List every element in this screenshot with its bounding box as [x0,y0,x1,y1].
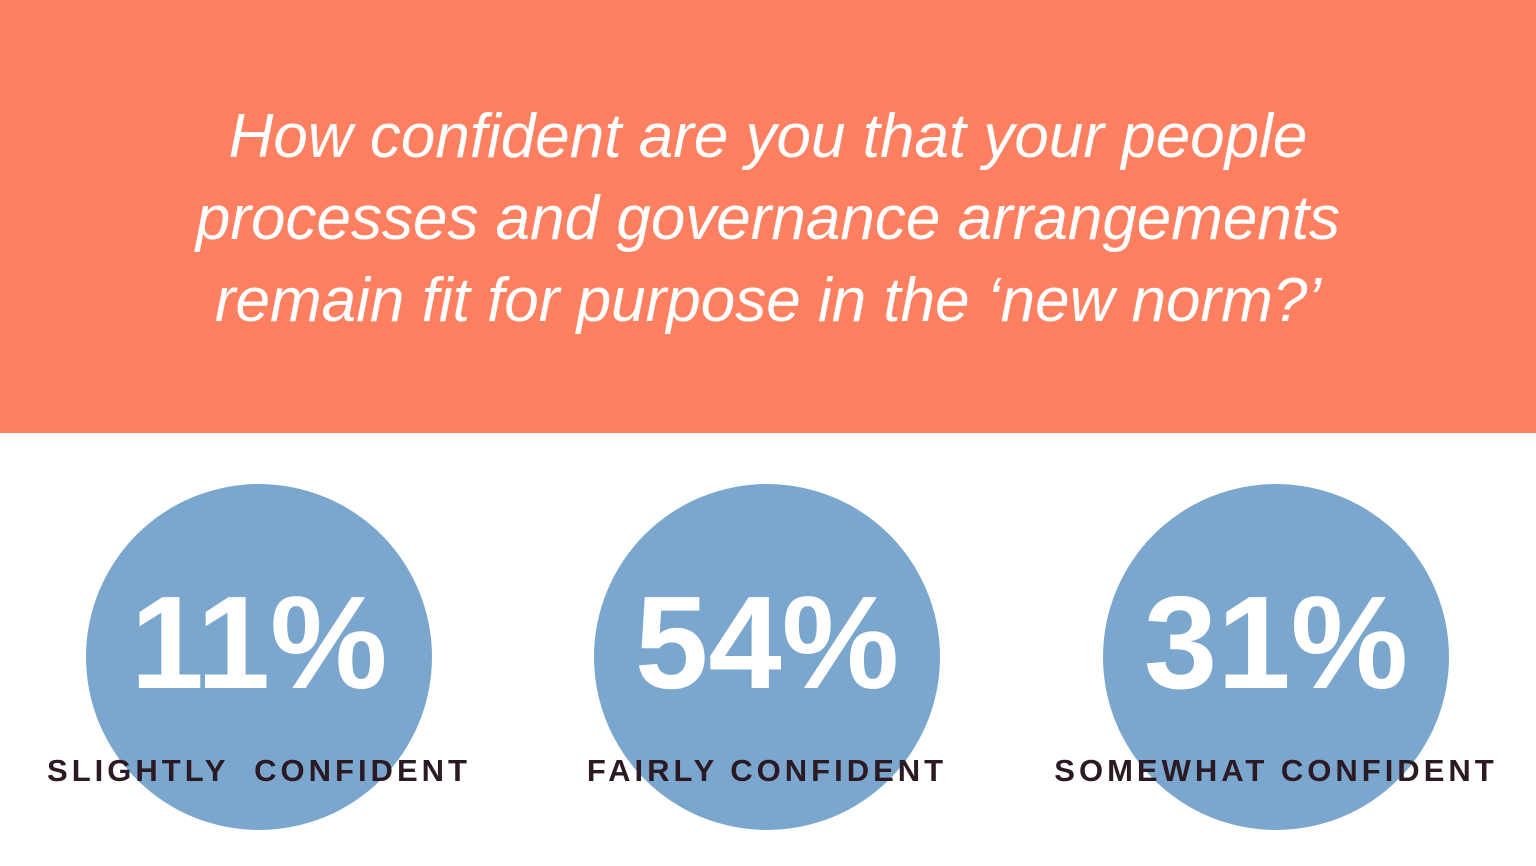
stat-circle [1103,484,1449,830]
title-line: processes and governance arrangements [194,184,1340,253]
stat-label: SOMEWHAT CONFIDENT [1054,753,1497,788]
stat-label: FAIRLY CONFIDENT [587,753,947,788]
title-line: How confident are you that your people [229,102,1308,171]
stat-circle [594,484,940,830]
stat-value: 31% [1144,569,1408,716]
stat-value: 11% [131,569,388,716]
stat-label: SLIGHTLY CONFIDENT [47,753,471,788]
title-line: remain fit for purpose in the ‘new norm?… [215,266,1322,335]
stat-circle [86,484,432,830]
header-band [0,0,1536,433]
stat-value: 54% [635,569,899,716]
